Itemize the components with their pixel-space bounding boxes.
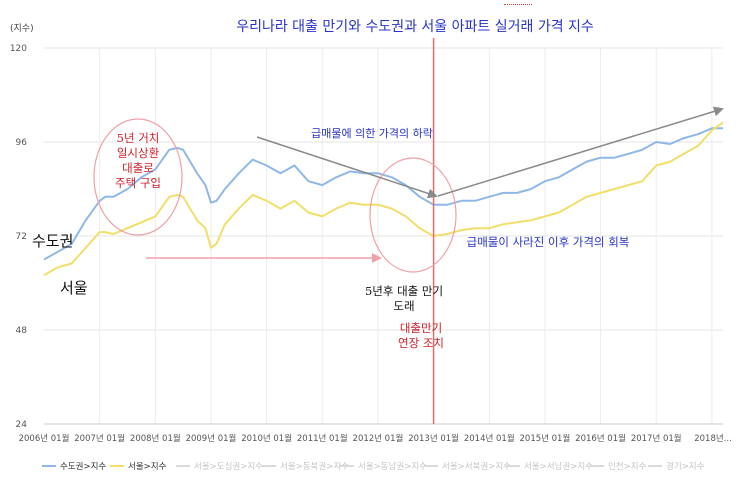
y-tick-label: 96 bbox=[16, 138, 28, 148]
legend-label: 서울>동북권>지수 bbox=[280, 461, 349, 472]
y-axis-unit: (지수) bbox=[10, 23, 34, 34]
y-tick-label: 72 bbox=[16, 232, 27, 242]
purchase-annotation: 5년 거치 일시상환 대출로 주택 구입 bbox=[115, 131, 161, 190]
x-tick-label: 2016년 01월 bbox=[575, 433, 626, 444]
maturity-annotation: 5년후 대출 만기 도래 bbox=[365, 284, 443, 313]
x-tick-label: 2014년 01월 bbox=[464, 433, 515, 444]
y-tick-label: 24 bbox=[16, 420, 28, 430]
x-tick-label: 2008년 01월 bbox=[130, 433, 181, 444]
x-tick-label: 2006년 01월 bbox=[19, 433, 70, 444]
decline-arrow bbox=[256, 136, 438, 199]
series-line-1 bbox=[43, 121, 724, 277]
legend-label: 서울>동남권>지수 bbox=[358, 461, 427, 472]
series-line-0 bbox=[43, 127, 723, 261]
y-tick-label: 48 bbox=[16, 326, 28, 336]
label-capital-area: 수도권 bbox=[32, 232, 73, 250]
x-tick-label: 2017년 01월 bbox=[631, 433, 682, 444]
legend-label: 경기>지수 bbox=[666, 461, 705, 472]
decline-annotation: 급매물에 의한 가격의 하락 bbox=[311, 126, 433, 140]
x-tick-label: 2013년 01월 bbox=[408, 433, 459, 444]
maturity-circle bbox=[369, 157, 457, 273]
recovery-arrow bbox=[437, 106, 724, 197]
legend-label: 서울>서남권>지수 bbox=[524, 461, 593, 472]
x-tick-label: 2011년 01월 bbox=[297, 433, 348, 444]
x-tick-label: 2012년 01월 bbox=[353, 433, 404, 444]
x-tick-label: 2009년 01월 bbox=[186, 433, 237, 444]
x-tick-label: 2007년 01월 bbox=[74, 433, 125, 444]
extension-annotation: 대출만기 연장 조치 bbox=[398, 321, 444, 350]
purchase-circle bbox=[93, 118, 183, 236]
recovery-annotation: 급매물이 사라진 이후 가격의 회복 bbox=[467, 235, 630, 249]
x-tick-label: 2010년 01월 bbox=[241, 433, 292, 444]
chart-title: 우리나라 대출 만기와 수도권과 서울 아파트 실거래 가격 지수 bbox=[236, 19, 594, 35]
legend-label: 서울>서북권>지수 bbox=[442, 461, 511, 472]
title-decoration bbox=[504, 4, 532, 5]
legend-label: 인천>지수 bbox=[608, 461, 647, 472]
x-tick-label: 2018년... bbox=[694, 433, 732, 444]
legend-label: 수도권>지수 bbox=[60, 461, 106, 472]
legend-label: 서울>도심권>지수 bbox=[194, 461, 263, 472]
legend-label: 서울>지수 bbox=[128, 462, 167, 472]
label-seoul: 서울 bbox=[60, 279, 88, 297]
y-tick-label: 120 bbox=[10, 44, 27, 54]
x-tick-label: 2015년 01월 bbox=[520, 433, 571, 444]
